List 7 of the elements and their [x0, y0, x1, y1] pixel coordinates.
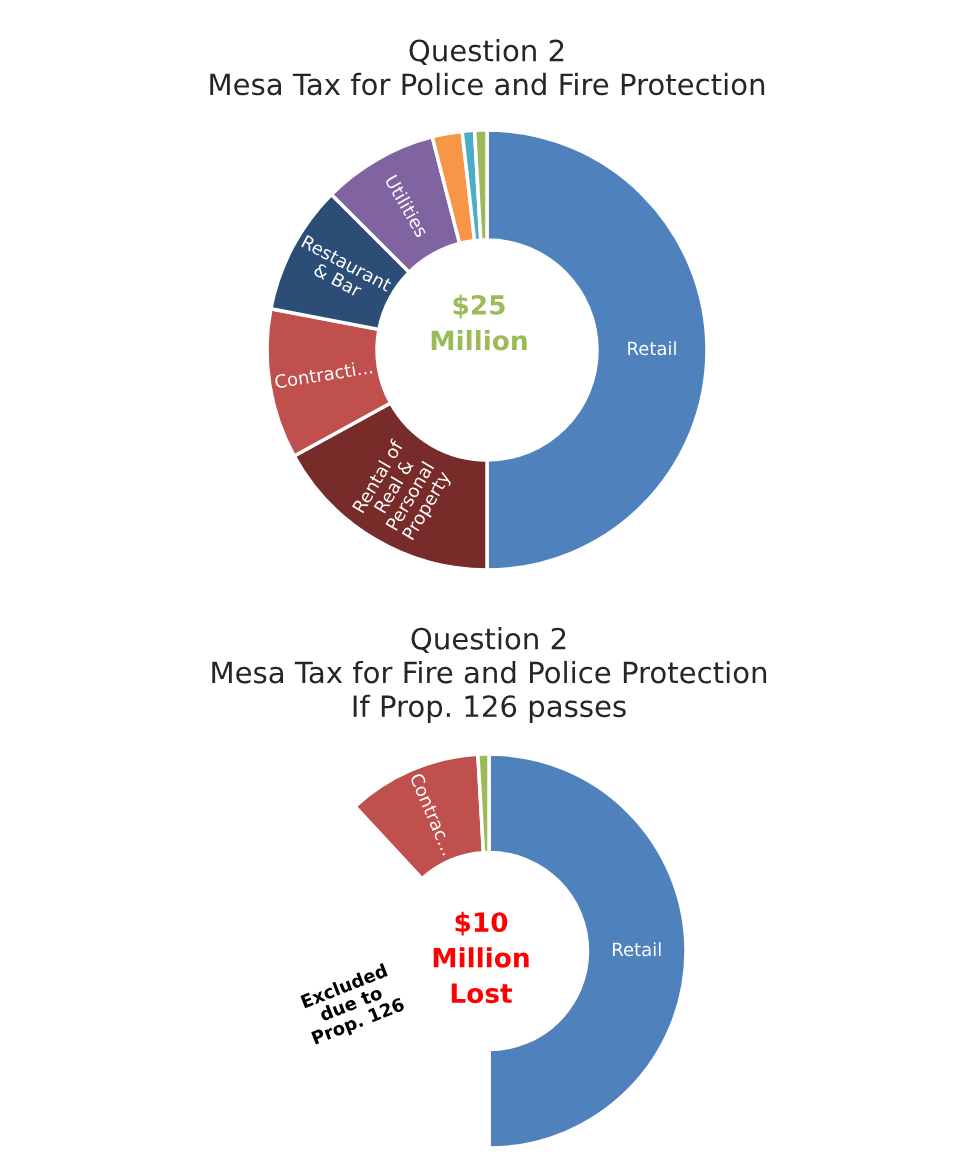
- text: $10 Million Lost: [433, 911, 529, 1004]
- chart-title: Question 2 Mesa Tax for Police and Fire Protection: [210, 39, 765, 96]
- text: $25 Million: [431, 294, 527, 351]
- slice-label: Retail: [628, 341, 676, 356]
- slice-label: Contracti...: [274, 359, 373, 389]
- slice-label: Retail: [613, 942, 661, 957]
- chart-title: Question 2 Mesa Tax for Fire and Police Protection If Prop. 126 passes: [212, 627, 767, 723]
